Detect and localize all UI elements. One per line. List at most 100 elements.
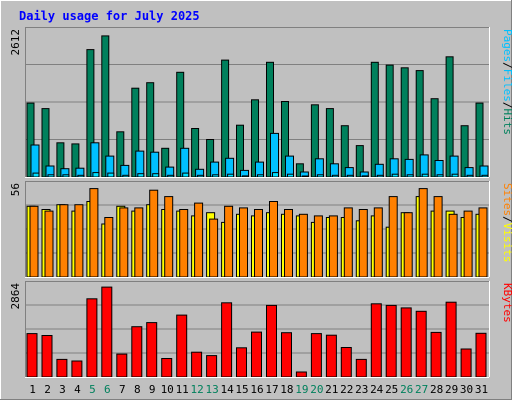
- x-label-day-1: 1: [29, 383, 36, 396]
- bar-sites-day-28: [433, 196, 443, 278]
- bar-kbytes-day-28: [430, 331, 442, 378]
- bar-pages-day-11: [182, 172, 190, 178]
- bar-pages-day-27: [421, 173, 429, 178]
- bar-kbytes-day-26: [400, 307, 412, 378]
- x-label-day-18: 18: [280, 383, 293, 396]
- bar-sites-day-29: [448, 213, 458, 278]
- bar-kbytes-day-2: [41, 335, 53, 378]
- x-label-day-24: 24: [370, 383, 384, 396]
- bar-files-day-17: [270, 132, 279, 178]
- x-label-day-4: 4: [74, 383, 81, 396]
- x-label-day-16: 16: [250, 383, 263, 396]
- x-label-day-27: 27: [415, 383, 428, 396]
- panel-visits-max-label: 56: [9, 183, 22, 196]
- x-label-day-14: 14: [220, 383, 234, 396]
- bar-pages-day-9: [152, 173, 160, 178]
- x-label-day-10: 10: [161, 383, 174, 396]
- legend-entry: Sites: [501, 183, 512, 216]
- bar-kbytes-day-13: [206, 355, 218, 378]
- x-label-day-9: 9: [149, 383, 156, 396]
- bar-kbytes-day-15: [236, 347, 247, 378]
- bar-kbytes-day-14: [221, 302, 233, 378]
- x-label-day-21: 21: [325, 383, 338, 396]
- bar-pages-day-15: [242, 175, 249, 178]
- bar-sites-day-14: [224, 205, 234, 278]
- bar-pages-day-8: [137, 173, 145, 178]
- x-label-day-2: 2: [44, 383, 51, 396]
- bar-pages-day-31: [481, 174, 489, 178]
- bar-pages-day-17: [272, 172, 279, 178]
- legend-entry: Files: [501, 69, 512, 102]
- bar-kbytes-day-27: [415, 310, 427, 378]
- x-label-day-19: 19: [295, 383, 308, 396]
- bar-pages-day-20: [316, 174, 324, 178]
- bar-sites-day-26: [403, 212, 413, 278]
- x-label-day-30: 30: [460, 383, 473, 396]
- x-label-day-15: 15: [235, 383, 248, 396]
- bar-sites-day-19: [298, 213, 308, 278]
- bar-pages-day-3: [62, 174, 70, 178]
- x-label-day-26: 26: [400, 383, 413, 396]
- bar-kbytes-day-6: [101, 286, 113, 378]
- bar-kbytes-day-30: [460, 348, 472, 378]
- bar-sites-day-25: [388, 196, 398, 278]
- bar-pages-day-12: [197, 174, 205, 178]
- panel-kbytes-max-label: 2864: [9, 283, 22, 310]
- bar-kbytes-day-16: [251, 331, 262, 378]
- bar-kbytes-day-7: [116, 353, 128, 378]
- bar-pages-day-18: [287, 173, 294, 178]
- chart-title: Daily usage for July 2025: [19, 9, 200, 23]
- bar-sites-day-9: [149, 189, 159, 278]
- bar-kbytes-day-19: [295, 371, 307, 378]
- bar-sites-day-2: [44, 210, 54, 278]
- bar-files-day-20: [314, 158, 324, 178]
- bar-sites-day-20: [313, 215, 323, 278]
- bar-sites-day-1: [29, 205, 39, 278]
- bar-sites-day-7: [119, 207, 129, 278]
- legend-entry: /: [501, 216, 512, 223]
- bar-kbytes-day-9: [146, 322, 158, 378]
- x-label-day-11: 11: [176, 383, 189, 396]
- bar-pages-day-16: [257, 174, 264, 178]
- bar-sites-day-15: [239, 207, 248, 278]
- bar-sites-day-5: [89, 188, 99, 278]
- bar-kbytes-day-21: [325, 334, 337, 378]
- bar-sites-day-3: [59, 204, 69, 278]
- bar-kbytes-day-22: [340, 347, 352, 378]
- series-kbytes: [26, 286, 487, 378]
- bar-pages-day-30: [466, 174, 474, 178]
- bar-sites-day-27: [418, 188, 428, 278]
- bar-sites-day-17: [269, 201, 278, 278]
- x-label-day-25: 25: [385, 383, 398, 396]
- panel-hits-legend: Pages/Files/Hits: [501, 29, 512, 135]
- x-label-day-8: 8: [134, 383, 141, 396]
- bar-files-day-8: [135, 150, 145, 178]
- x-label-day-3: 3: [59, 383, 66, 396]
- bar-sites-day-11: [179, 209, 189, 278]
- x-label-day-6: 6: [104, 383, 111, 396]
- bar-hits-day-15: [236, 124, 244, 178]
- bar-pages-day-24: [376, 174, 384, 178]
- bar-sites-day-22: [343, 207, 353, 278]
- bar-files-day-5: [90, 142, 100, 178]
- bar-kbytes-day-10: [161, 358, 173, 378]
- panel-visits-legend: Sites/Visits: [501, 183, 512, 263]
- bar-sites-day-4: [74, 204, 84, 278]
- panel-kbytes: 2864 KBytes: [9, 281, 512, 378]
- bar-pages-day-4: [77, 174, 85, 178]
- bar-hits-day-24: [370, 61, 379, 178]
- bar-pages-day-28: [436, 174, 444, 178]
- bar-pages-day-1: [32, 172, 40, 178]
- bar-kbytes-day-18: [281, 332, 292, 378]
- bar-pages-day-22: [346, 174, 354, 178]
- bar-kbytes-day-3: [56, 358, 68, 378]
- bar-kbytes-day-25: [385, 304, 397, 378]
- bar-pages-day-6: [107, 172, 115, 178]
- x-label-day-29: 29: [445, 383, 458, 396]
- bar-pages-day-7: [122, 174, 130, 178]
- bar-sites-day-6: [104, 217, 114, 278]
- bar-kbytes-day-24: [370, 303, 382, 378]
- bar-kbytes-day-17: [266, 304, 277, 378]
